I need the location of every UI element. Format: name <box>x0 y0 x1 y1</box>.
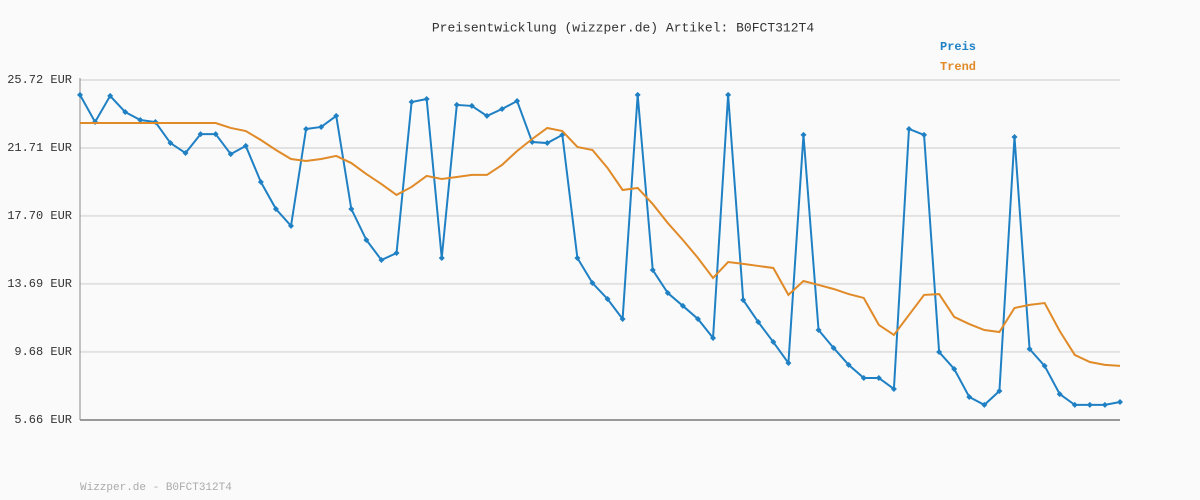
point-marker <box>468 102 475 109</box>
point-marker <box>574 254 581 261</box>
point-marker <box>438 254 445 261</box>
point-marker <box>333 112 340 119</box>
point-marker <box>212 131 219 138</box>
point-marker <box>197 131 204 138</box>
point-marker <box>363 237 370 243</box>
point-marker <box>1026 345 1033 352</box>
point-marker <box>619 315 626 322</box>
point-marker <box>348 205 355 212</box>
y-tick-label: 21.71 EUR <box>7 141 72 155</box>
point-marker <box>1041 362 1048 369</box>
point-marker <box>167 140 174 147</box>
point-marker <box>770 339 777 346</box>
point-marker <box>483 112 490 119</box>
point-marker <box>1071 401 1078 408</box>
point-marker <box>1101 401 1108 408</box>
footer: Wizzper.de - B0FCT312T4 <box>80 482 232 494</box>
point-marker <box>604 295 611 302</box>
point-marker <box>393 250 400 257</box>
point-marker <box>408 99 415 106</box>
point-marker <box>544 140 551 147</box>
point-marker <box>77 91 83 98</box>
point-marker <box>966 393 973 400</box>
point-marker <box>423 95 430 102</box>
series-line <box>79 94 1121 407</box>
point-marker <box>378 257 385 263</box>
point-marker <box>499 105 506 112</box>
point-marker <box>303 125 310 132</box>
point-marker <box>755 319 762 326</box>
point-marker <box>514 98 521 105</box>
legend-label: Trend <box>940 60 976 74</box>
point-marker <box>107 92 114 99</box>
point-marker <box>725 91 732 98</box>
y-tick-label: 13.69 EUR <box>7 277 72 291</box>
point-marker <box>694 315 701 322</box>
series-line <box>80 122 1121 367</box>
point-marker <box>785 360 792 367</box>
point-marker <box>710 334 717 341</box>
point-marker <box>1117 399 1123 406</box>
y-tick-label: 25.72 EUR <box>7 73 72 87</box>
point-marker <box>318 123 325 130</box>
point-marker <box>996 388 1003 395</box>
point-marker <box>257 179 264 186</box>
point-marker <box>137 117 144 123</box>
point-marker <box>122 109 129 116</box>
point-marker <box>845 361 852 368</box>
chart-title: Preisentwicklung (wizzper.de) Artikel: B… <box>432 20 814 35</box>
point-marker <box>921 131 928 138</box>
point-marker <box>936 349 943 356</box>
point-marker <box>905 125 912 132</box>
y-tick-label: 5.66 EUR <box>14 413 72 427</box>
y-tick-label: 17.70 EUR <box>7 209 72 223</box>
point-marker <box>830 344 837 351</box>
point-marker <box>1011 133 1018 140</box>
point-marker <box>740 297 747 303</box>
point-marker <box>649 267 656 273</box>
point-marker <box>227 151 234 158</box>
point-marker <box>890 385 897 392</box>
point-marker <box>951 365 958 372</box>
point-marker <box>800 131 807 138</box>
point-marker <box>242 142 249 149</box>
point-marker <box>288 222 295 229</box>
point-marker <box>453 101 460 108</box>
point-marker <box>1056 391 1063 398</box>
legend-label: Preis <box>940 40 976 54</box>
point-marker <box>634 91 641 98</box>
point-marker <box>664 290 671 297</box>
point-marker <box>272 205 279 212</box>
point-marker <box>182 150 189 157</box>
point-marker <box>815 327 822 333</box>
y-tick-label: 9.68 EUR <box>14 345 72 359</box>
point-marker <box>589 280 596 287</box>
point-marker <box>679 302 686 309</box>
point-marker <box>1086 401 1093 408</box>
point-marker <box>860 374 867 381</box>
point-marker <box>875 374 882 381</box>
point-marker <box>981 401 988 408</box>
